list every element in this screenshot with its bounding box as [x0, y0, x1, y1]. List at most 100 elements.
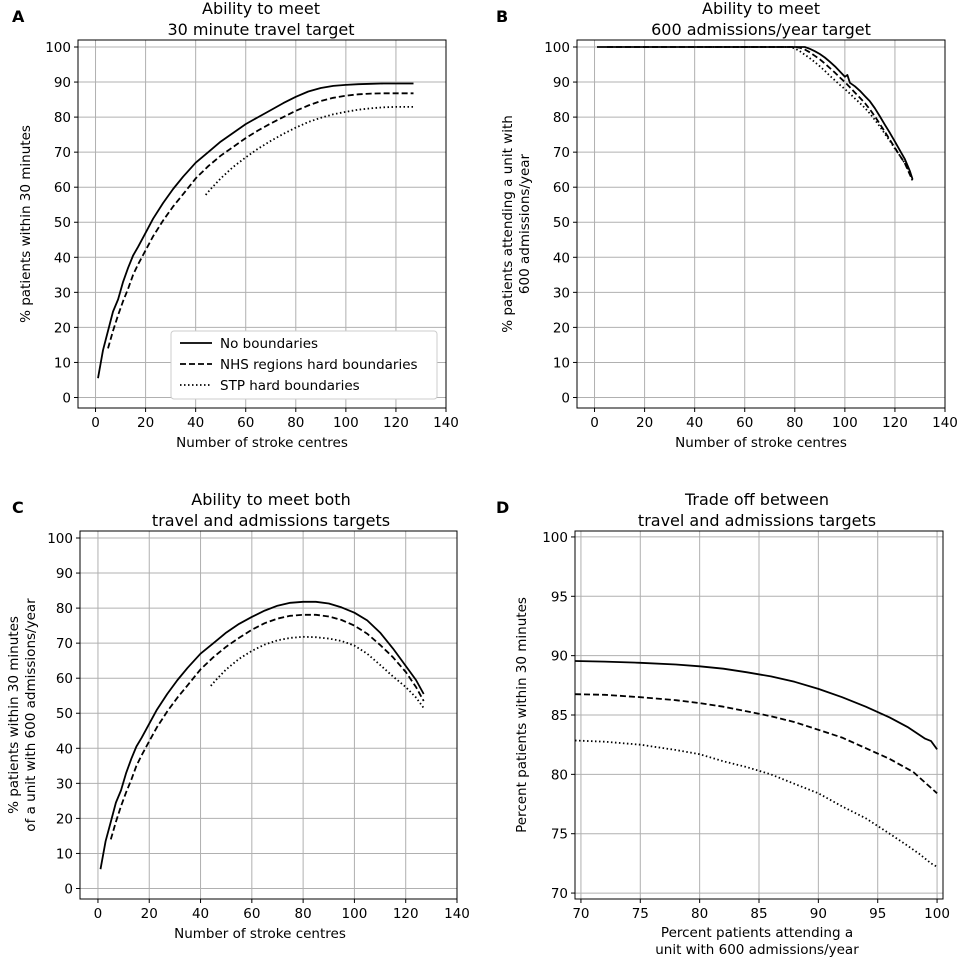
- chart-a-ytick-label-30: 30: [54, 285, 71, 301]
- chart-a-ytick-label-70: 70: [54, 145, 71, 161]
- chart-d-title-line2: travel and admissions targets: [638, 511, 876, 530]
- chart-a-ytick-label-60: 60: [54, 180, 71, 196]
- chart-c-ytick-label-70: 70: [56, 636, 73, 652]
- chart-d-xtick-label-80: 80: [691, 906, 708, 922]
- chart-a-ticks: 0 20 40 60 80 100 120 140 0 10 20 30 40 50 60 70 80 90 100: [45, 40, 459, 431]
- chart-d-xtick-label-90: 90: [810, 906, 827, 922]
- chart-c-xtick-label-140: 140: [444, 906, 470, 922]
- panel-c: C Ability to meet both travel and admiss…: [6, 490, 470, 942]
- chart-d-ytick-label-85: 85: [551, 708, 568, 724]
- chart-a-series-nhs-regions: [107, 92, 414, 349]
- chart-d-ytick-label-70: 70: [551, 886, 568, 902]
- chart-a-title-line2: 30 minute travel target: [167, 20, 354, 39]
- chart-c-plot-frame: [79, 530, 458, 900]
- chart-c-ytick-label-100: 100: [47, 531, 73, 547]
- chart-a-xtick-label-40: 40: [187, 415, 204, 431]
- chart-d-grid: [575, 531, 943, 899]
- chart-a-legend: No boundaries NHS regions hard boundarie…: [170, 330, 438, 400]
- chart-c-ytick-label-80: 80: [56, 601, 73, 617]
- chart-b-ticks: 0 20 40 60 80 100 120 140 0 10 20 30 40 50 60 70 80 90 100: [544, 40, 957, 431]
- chart-d-xtick-label-95: 95: [869, 906, 886, 922]
- chart-d-x-axis-label-line1: Percent patients attending a: [661, 925, 853, 941]
- chart-a-xtick-label-140: 140: [433, 415, 459, 431]
- chart-b-ytick-label-10: 10: [553, 355, 570, 371]
- chart-b-series-stp: [704, 46, 914, 182]
- panel-letter-b: B: [496, 7, 508, 26]
- chart-c-ytick-label-20: 20: [56, 811, 73, 827]
- chart-c-title-line1: Ability to meet both: [191, 490, 350, 509]
- chart-a-plot-frame: [77, 39, 447, 409]
- chart-b-series-nhs-regions: [607, 46, 914, 181]
- chart-d-ytick-label-100: 100: [542, 530, 568, 546]
- chart-c-xtick-label-40: 40: [192, 906, 209, 922]
- chart-a-ytick-label-10: 10: [54, 355, 71, 371]
- chart-d-xtick-label-70: 70: [572, 906, 589, 922]
- chart-c-ytick-label-0: 0: [64, 881, 73, 897]
- chart-c-xtick-label-60: 60: [243, 906, 260, 922]
- chart-b-xtick-label-80: 80: [786, 415, 803, 431]
- chart-c-ytick-label-50: 50: [56, 706, 73, 722]
- chart-d-series-no-boundaries: [574, 660, 938, 750]
- chart-c-grid: [80, 531, 458, 899]
- chart-a-xtick-label-0: 0: [91, 415, 100, 431]
- chart-a-series-no-boundaries: [97, 82, 414, 379]
- chart-c-xtick-label-0: 0: [94, 906, 103, 922]
- chart-a-ytick-label-40: 40: [54, 250, 71, 266]
- chart-a-xtick-label-100: 100: [333, 415, 359, 431]
- chart-c-ytick-label-30: 30: [56, 776, 73, 792]
- chart-a-grid: [78, 40, 447, 408]
- chart-d-xtick-label-75: 75: [632, 906, 649, 922]
- chart-b-x-axis-label: Number of stroke centres: [675, 435, 847, 451]
- chart-b-ytick-label-70: 70: [553, 145, 570, 161]
- chart-d-series: [574, 660, 938, 868]
- chart-b-series-no-boundaries: [597, 46, 914, 180]
- chart-d-xtick-label-100: 100: [924, 906, 950, 922]
- chart-c-xtick-label-80: 80: [295, 906, 312, 922]
- panel-d: D Trade off between travel and admission…: [496, 490, 950, 958]
- chart-a-ytick-label-50: 50: [54, 215, 71, 231]
- chart-d-ytick-label-75: 75: [551, 827, 568, 843]
- chart-b-ytick-label-20: 20: [553, 320, 570, 336]
- chart-d-y-axis-label: Percent patients within 30 minutes: [514, 597, 530, 833]
- chart-d-xtick-label-85: 85: [750, 906, 767, 922]
- chart-c-y-axis-label-line1: % patients within 30 minutes: [6, 616, 22, 814]
- chart-d-ytick-label-80: 80: [551, 767, 568, 783]
- legend-label-no-boundaries: No boundaries: [220, 336, 318, 352]
- chart-d-ticks: 70 75 80 85 90 95 100 70 75 80 85 90 95 100: [542, 530, 950, 922]
- chart-b-xtick-label-0: 0: [590, 415, 599, 431]
- chart-b-xtick-label-100: 100: [832, 415, 858, 431]
- chart-c-ticks: 0 20 40 60 80 100 120 140 0 10 20 30 40 50 60 70 80 90 100: [47, 531, 470, 922]
- chart-a-xtick-label-80: 80: [287, 415, 304, 431]
- panel-letter-c: C: [12, 498, 24, 517]
- chart-c-ytick-label-10: 10: [56, 846, 73, 862]
- chart-a-ytick-label-0: 0: [62, 390, 71, 406]
- chart-d-ytick-label-90: 90: [551, 649, 568, 665]
- chart-a-ytick-label-90: 90: [54, 75, 71, 91]
- chart-b-ytick-label-0: 0: [561, 390, 570, 406]
- chart-c-x-axis-label: Number of stroke centres: [174, 926, 346, 942]
- panel-b: B Ability to meet 600 admissions/year ta…: [496, 0, 957, 451]
- chart-b-ytick-label-90: 90: [553, 75, 570, 91]
- chart-a-ytick-label-100: 100: [45, 40, 71, 56]
- chart-d-series-nhs-regions: [574, 693, 938, 794]
- panel-letter-a: A: [12, 7, 25, 26]
- chart-b-ytick-label-80: 80: [553, 110, 570, 126]
- chart-a-legend-box: [170, 330, 438, 400]
- chart-c-y-axis-label-line2: of a unit with 600 admissions/year: [23, 598, 39, 832]
- chart-b-y-axis-label-line1: % patients attending a unit with: [500, 115, 516, 333]
- chart-c-xtick-label-120: 120: [393, 906, 419, 922]
- chart-c-series-stp: [210, 635, 425, 709]
- chart-d-ytick-label-95: 95: [551, 589, 568, 605]
- chart-b-series: [597, 46, 914, 182]
- chart-a-y-axis-label: % patients within 30 minutes: [18, 125, 34, 323]
- chart-b-title-line1: Ability to meet: [702, 0, 820, 18]
- chart-c-xtick-label-100: 100: [342, 906, 368, 922]
- panel-letter-d: D: [496, 498, 509, 517]
- chart-b-y-axis-label-line2: 600 admissions/year: [517, 153, 533, 294]
- chart-b-ytick-label-50: 50: [553, 215, 570, 231]
- chart-b-xtick-label-120: 120: [882, 415, 908, 431]
- chart-a-series: [97, 82, 414, 379]
- chart-a-xtick-label-60: 60: [237, 415, 254, 431]
- chart-c-series-no-boundaries: [99, 600, 425, 870]
